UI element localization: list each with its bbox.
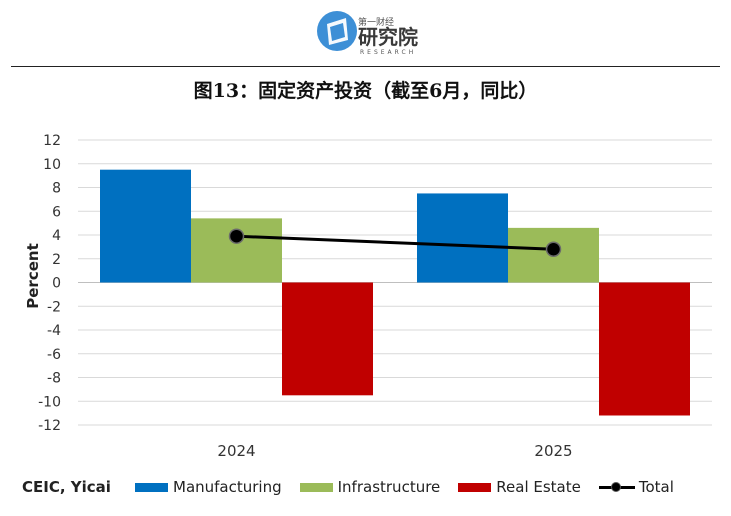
- bar-real-estate: [599, 282, 690, 416]
- bar-infrastructure: [191, 218, 282, 283]
- legend-item-infrastructure: Infrastructure: [299, 478, 441, 496]
- legend-swatch-infrastructure: [299, 482, 333, 492]
- bar-manufacturing: [417, 193, 508, 283]
- legend: Manufacturing Infrastructure Real Estate…: [135, 476, 692, 498]
- brand-logo: 第一财经 研究院 RESEARCH: [317, 11, 418, 56]
- y-tick-label: -12: [38, 418, 61, 434]
- x-tick-label: 2025: [534, 442, 572, 460]
- y-tick-label: -8: [47, 371, 61, 387]
- x-tick-labels: 2024 2025: [217, 442, 572, 460]
- y-tick-label: 2: [52, 252, 61, 268]
- point-total: [228, 228, 245, 244]
- y-tick-labels: 12 10 8 6 4 2 0 -2 -4 -6 -8 -10 -12: [38, 133, 61, 434]
- legend-label-manufacturing: Manufacturing: [173, 478, 282, 496]
- line-total: [236, 234, 554, 251]
- y-tick-label: 12: [43, 133, 61, 149]
- point-total: [545, 241, 562, 257]
- legend-label-total: Total: [638, 478, 674, 496]
- y-tick-label: 4: [52, 228, 61, 244]
- y-tick-label: 6: [52, 204, 61, 220]
- legend-item-total: Total: [598, 478, 674, 496]
- bar-manufacturing: [100, 169, 191, 283]
- legend-swatch-real-estate: [458, 482, 492, 492]
- legend-item-real-estate: Real Estate: [458, 478, 581, 496]
- y-tick-label: -10: [38, 394, 61, 410]
- y-tick-label: -2: [47, 299, 61, 315]
- source-note: CEIC, Yicai: [22, 478, 111, 496]
- legend-label-infrastructure: Infrastructure: [337, 478, 441, 496]
- brand-cn: 研究院: [358, 25, 418, 49]
- y-tick-label: 10: [43, 157, 61, 173]
- figure-title: 图13：固定资产投资（截至6月，同比）: [193, 80, 538, 102]
- y-tick-label: 0: [52, 276, 61, 292]
- y-tick-label: -6: [47, 347, 61, 363]
- brand-en: RESEARCH: [360, 49, 416, 56]
- bar-real-estate: [282, 282, 373, 396]
- y-tick-label: -4: [47, 323, 61, 339]
- legend-swatch-manufacturing: [135, 482, 168, 492]
- legend-label-real-estate: Real Estate: [496, 478, 581, 496]
- x-tick-label: 2024: [217, 442, 255, 460]
- y-tick-label: 8: [52, 181, 61, 197]
- total-line: [228, 228, 562, 257]
- legend-item-manufacturing: Manufacturing: [135, 478, 282, 496]
- y-axis-label: Percent: [24, 243, 42, 308]
- legend-swatch-total: [598, 482, 635, 492]
- brand-cn-small: 第一财经: [358, 16, 394, 28]
- header-rule: [11, 66, 720, 67]
- bars: [100, 169, 690, 416]
